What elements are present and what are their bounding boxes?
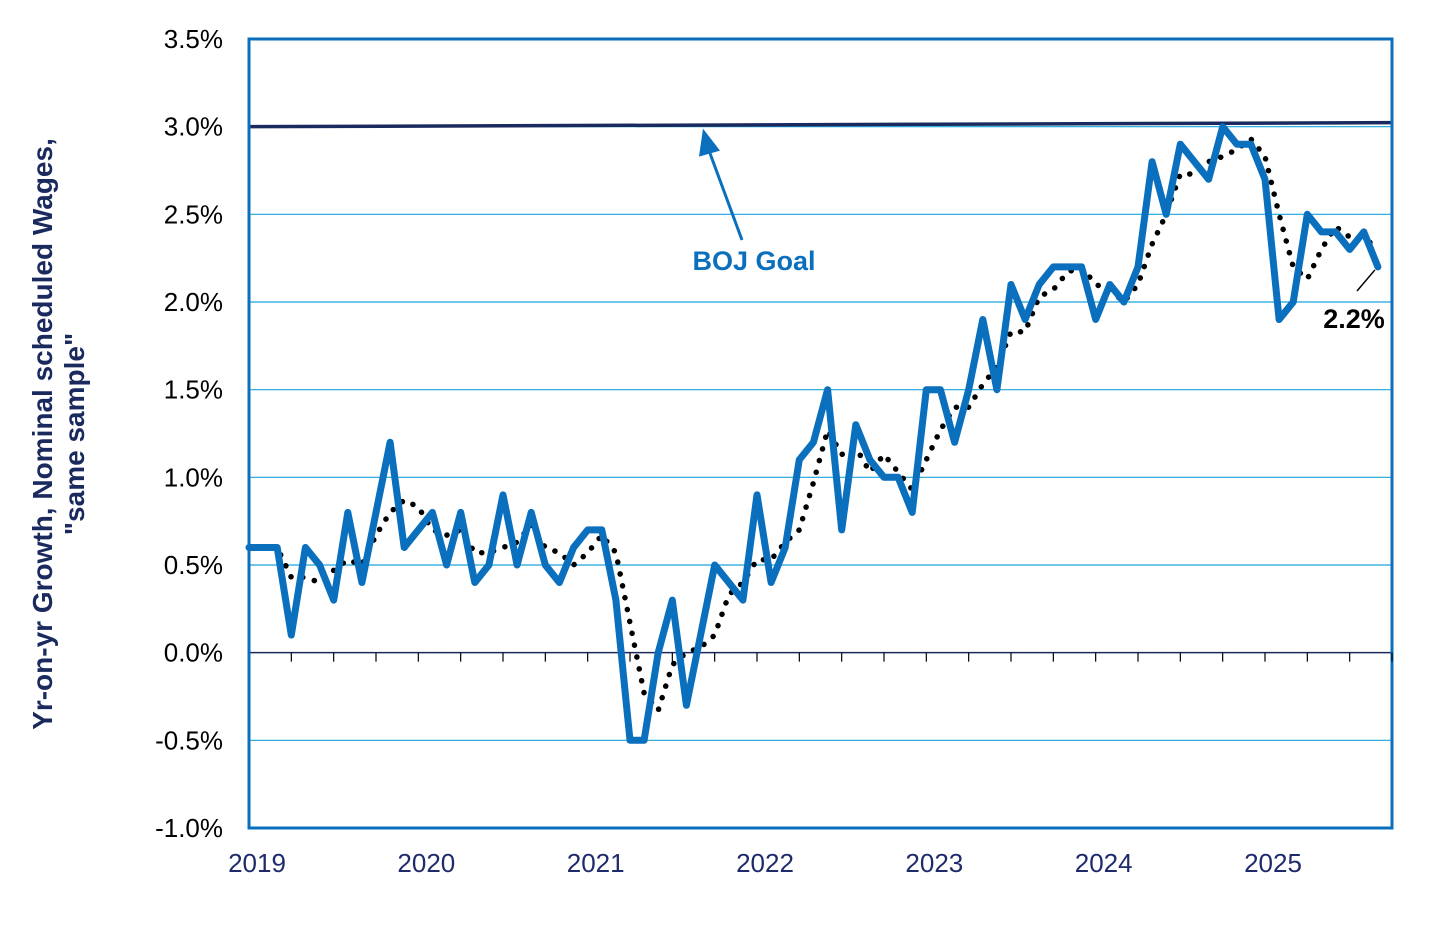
series-lines (245, 123, 1382, 744)
x-tick-label: 2020 (397, 848, 455, 878)
boj-goal-line (248, 120, 1393, 129)
monthly-growth-line (245, 123, 1382, 744)
y-axis-label-line: Yr-on-yr Growth, Nominal scheduled Wages… (27, 138, 58, 730)
y-tick-label: 3.0% (164, 112, 223, 142)
boj-goal-arrow (707, 150, 744, 241)
x-axis-tick-labels: 2019 2020 2021 2022 2023 2024 2025 (228, 848, 1302, 878)
y-tick-label: -1.0% (155, 813, 223, 843)
boj-goal-arrowhead (699, 128, 720, 157)
x-tick-label: 2023 (905, 848, 963, 878)
three-month-average-line (246, 136, 1381, 714)
y-tick-label: 1.5% (164, 375, 223, 405)
y-tick-label: 0.5% (164, 550, 223, 580)
y-tick-label: 1.0% (164, 462, 223, 492)
x-tick-label: 2021 (567, 848, 625, 878)
boj-goal-label: BOJ Goal (692, 246, 815, 276)
x-tick-label: 2025 (1244, 848, 1302, 878)
last-value-leader (1356, 269, 1376, 292)
plot-border (247, 37, 1394, 830)
x-tick-label: 2024 (1075, 848, 1133, 878)
y-axis-label: Yr-on-yr Growth, Nominal scheduled Wages… (27, 138, 90, 730)
y-tick-label: 0.0% (164, 638, 223, 668)
y-axis-tick-labels: -1.0% -0.5% 0.0% 0.5% 1.0% 1.5% 2.0% 2.5% 3.0% 3.… (155, 24, 223, 843)
last-value-label: 2.2% (1323, 304, 1385, 334)
gridlines (249, 126, 1392, 741)
reference-line (248, 120, 1393, 129)
y-tick-label: 3.5% (164, 24, 223, 54)
x-axis-ticks (290, 652, 1393, 662)
y-tick-label: 2.5% (164, 199, 223, 229)
y-axis-label-line: "same sample" (59, 333, 90, 535)
y-tick-label: -0.5% (155, 725, 223, 755)
x-tick-label: 2019 (228, 848, 286, 878)
annotations: BOJ Goal 2.2% (692, 128, 1385, 334)
y-tick-label: 2.0% (164, 287, 223, 317)
x-tick-label: 2022 (736, 848, 794, 878)
